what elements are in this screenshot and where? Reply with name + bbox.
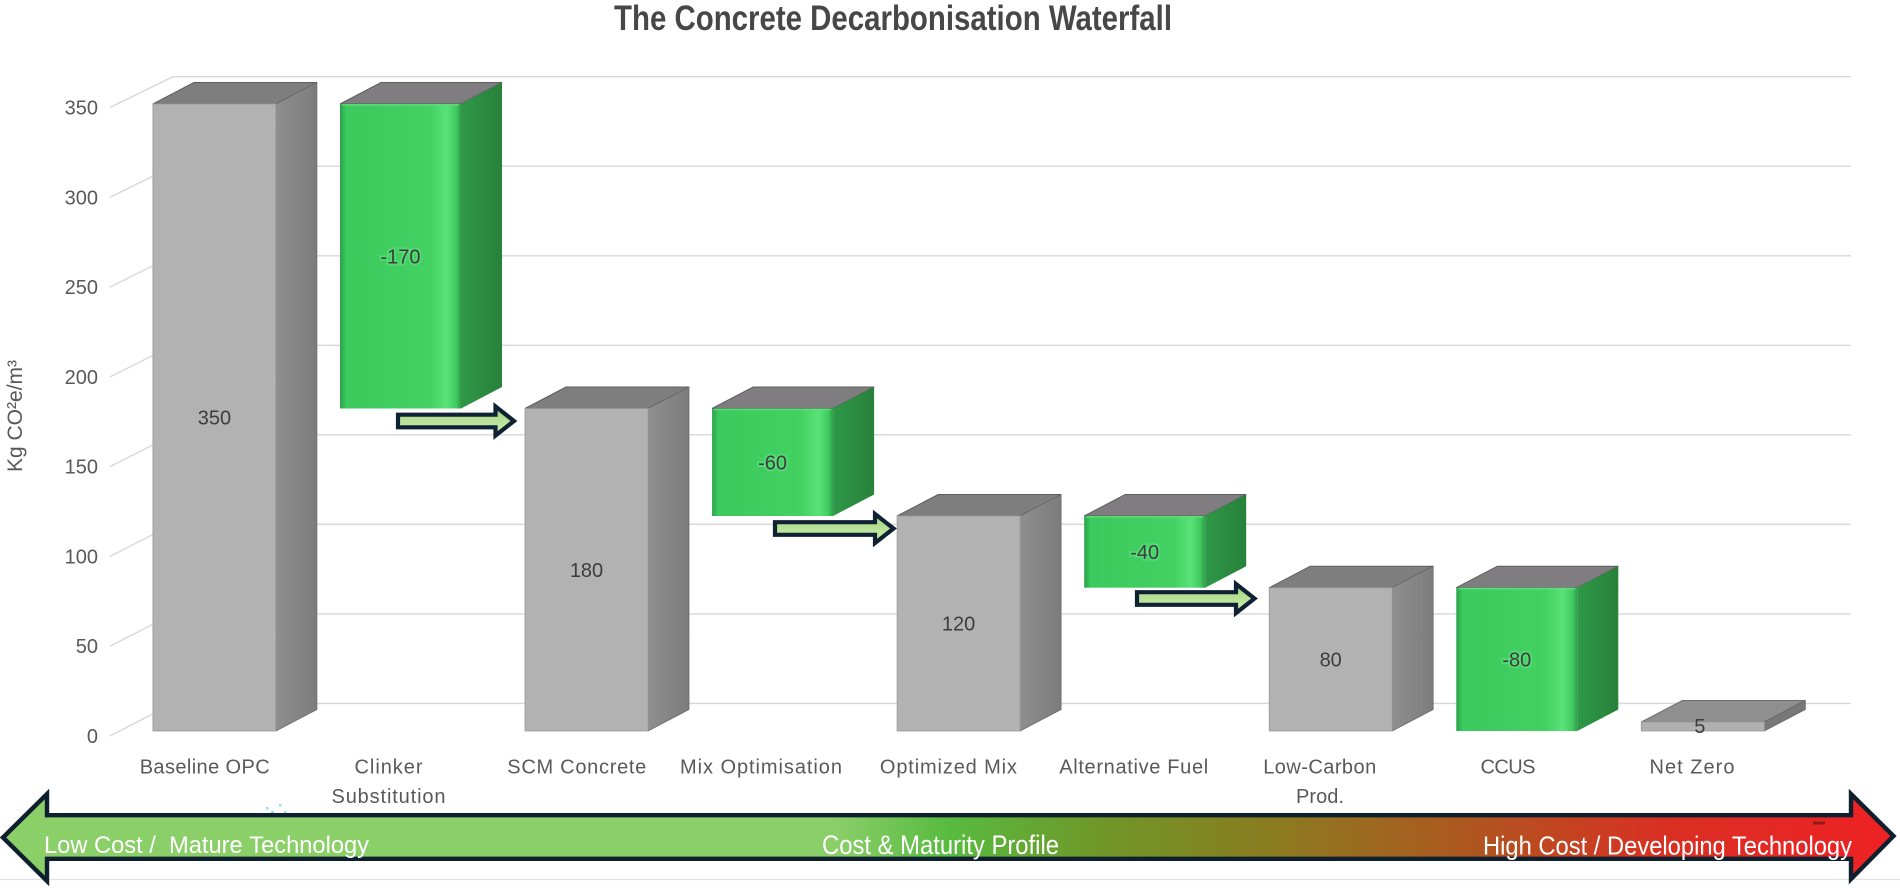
- svg-text:250: 250: [65, 277, 98, 299]
- svg-text:Low Cost / Mature Technology: Low Cost / Mature Technology: [44, 832, 369, 859]
- svg-text:5: 5: [1694, 716, 1705, 738]
- svg-text:Low-Carbon: Low-Carbon: [1263, 757, 1376, 779]
- svg-text:180: 180: [570, 560, 603, 582]
- svg-text:100: 100: [65, 546, 98, 568]
- svg-text:Baseline OPC: Baseline OPC: [140, 757, 270, 779]
- svg-text:200: 200: [65, 367, 98, 389]
- svg-text:Kg CO²e/m³: Kg CO²e/m³: [4, 360, 27, 472]
- svg-text:300: 300: [65, 187, 98, 209]
- svg-text:350: 350: [65, 98, 98, 120]
- svg-text:50: 50: [76, 636, 98, 658]
- svg-text:350: 350: [198, 408, 231, 430]
- svg-text:The Concrete Decarbonisation W: The Concrete Decarbonisation Waterfall: [614, 0, 1172, 38]
- svg-text:Net Zero: Net Zero: [1650, 757, 1735, 779]
- svg-text:Substitution: Substitution: [332, 786, 446, 808]
- svg-text:-60: -60: [758, 452, 787, 474]
- svg-text:120: 120: [942, 614, 975, 636]
- svg-text:-40: -40: [1130, 542, 1159, 564]
- svg-text:150: 150: [65, 457, 98, 479]
- svg-text:0: 0: [87, 726, 98, 748]
- svg-text:Prod.: Prod.: [1296, 786, 1344, 808]
- svg-text:Mix Optimisation: Mix Optimisation: [680, 757, 842, 779]
- svg-text:Cost & Maturity Profile: Cost & Maturity Profile: [822, 830, 1059, 860]
- svg-text:Alternative Fuel: Alternative Fuel: [1059, 757, 1208, 779]
- svg-text:Clinker: Clinker: [355, 757, 423, 779]
- svg-text:SCM Concrete: SCM Concrete: [507, 757, 646, 779]
- svg-text:-80: -80: [1502, 649, 1531, 671]
- svg-text:-170: -170: [380, 246, 420, 268]
- svg-text:CCUS: CCUS: [1481, 757, 1536, 779]
- svg-text:High Cost / Developing Technol: High Cost / Developing Technology: [1483, 831, 1852, 861]
- svg-text:Optimized Mix: Optimized Mix: [880, 757, 1017, 779]
- svg-text:80: 80: [1320, 649, 1342, 671]
